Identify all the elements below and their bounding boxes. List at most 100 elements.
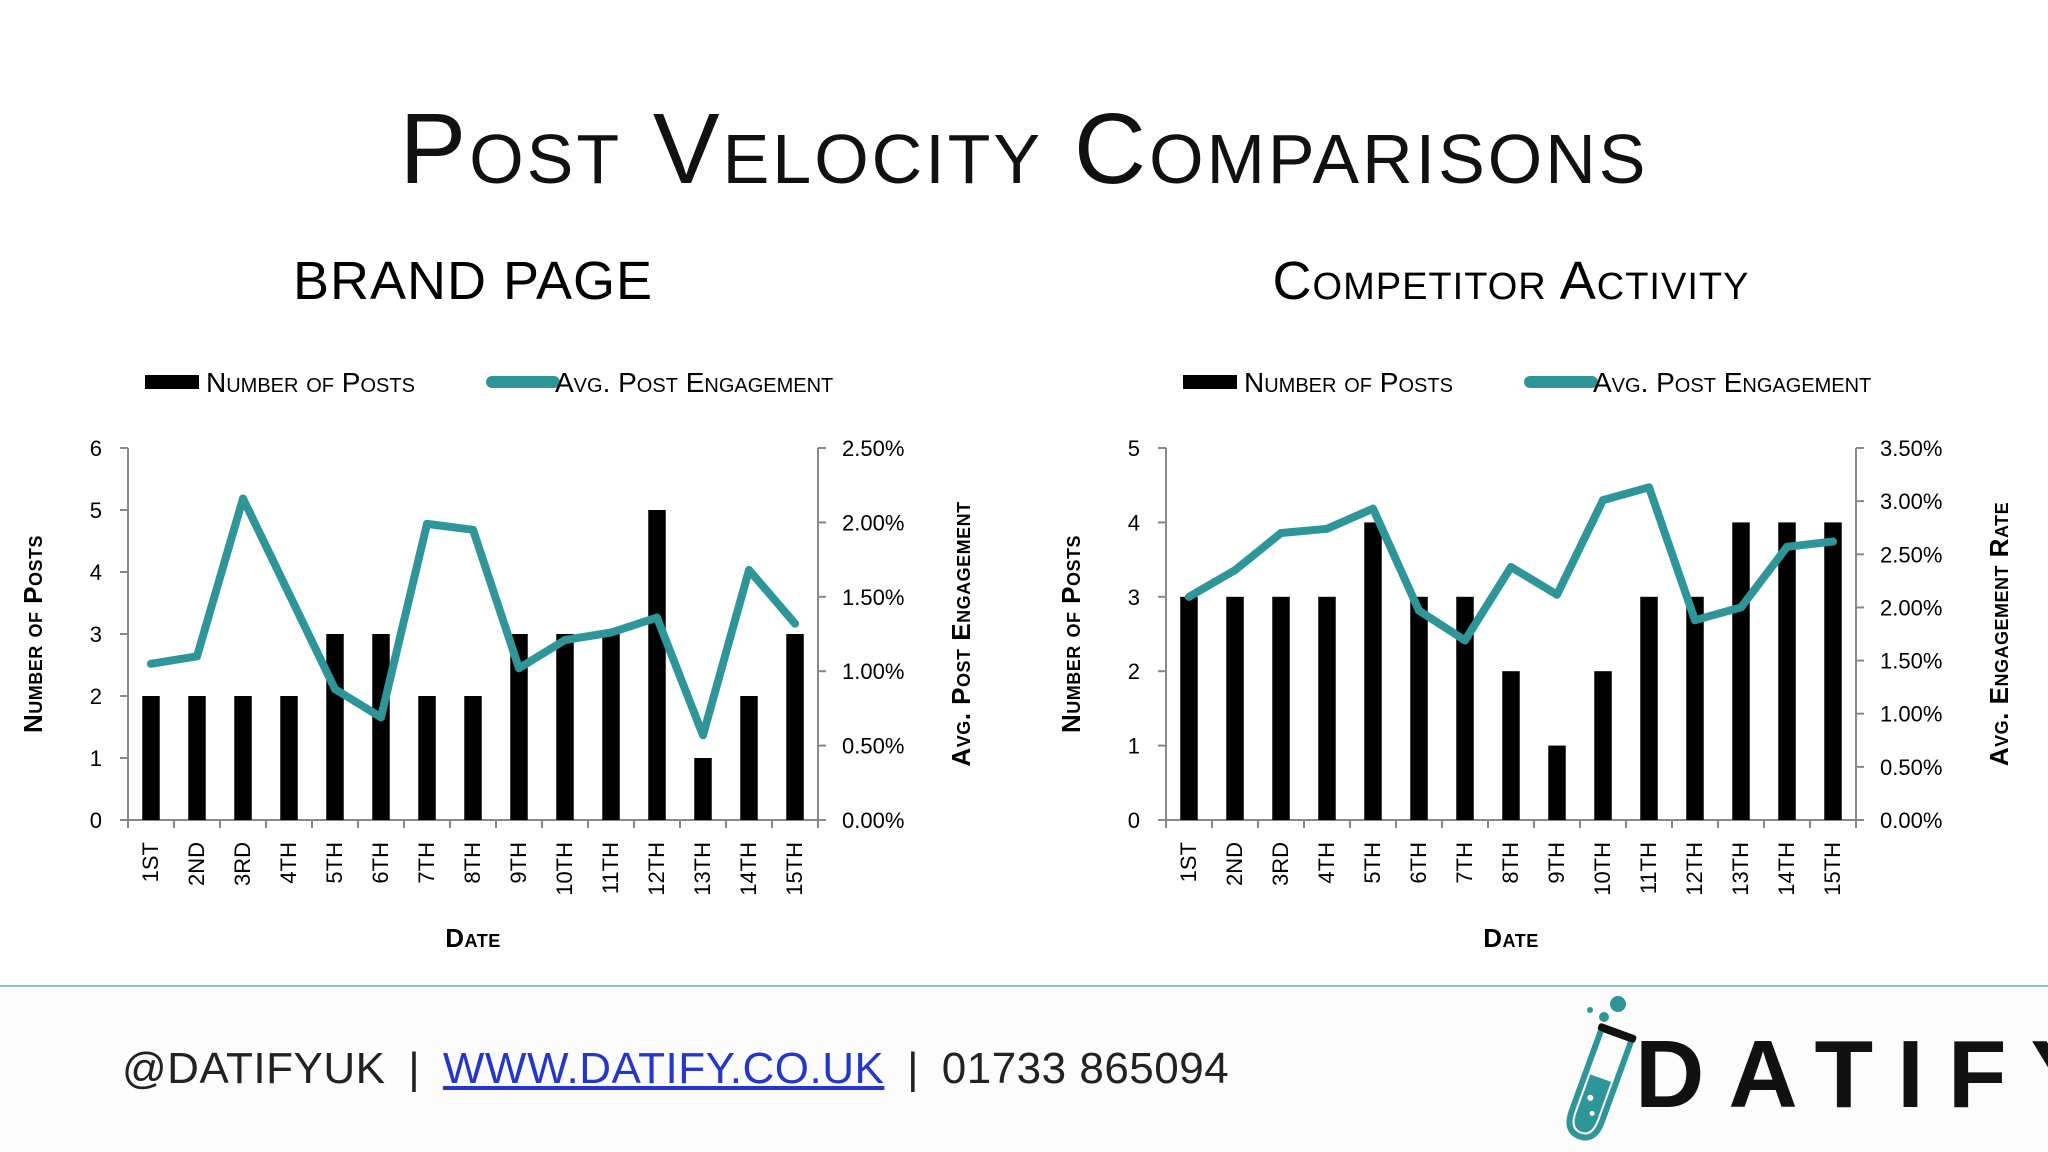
x-tick-label: 5TH (322, 842, 347, 884)
x-tick-label: 9TH (506, 842, 531, 884)
y2-tick-label: 0.50% (842, 734, 904, 759)
x-tick-label: 6TH (1406, 842, 1431, 884)
test-tube-icon (1566, 996, 1637, 1141)
x-tick-label: 1ST (138, 842, 163, 882)
x-tick-label: 7TH (414, 842, 439, 884)
x-tick-label: 8TH (1498, 842, 1523, 884)
footer (0, 987, 2048, 1152)
bar (1364, 522, 1382, 820)
line-point (1691, 616, 1699, 625)
y-tick-label: 6 (90, 436, 102, 461)
bar (1594, 671, 1612, 820)
chart-title: BRAND PAGE (293, 255, 653, 311)
y2-tick-label: 1.50% (1880, 649, 1942, 674)
bar (188, 696, 206, 820)
y2-tick-label: 2.50% (1880, 542, 1942, 567)
y-tick-label: 3 (90, 622, 102, 647)
x-tick-label: 2ND (184, 842, 209, 886)
website-link[interactable]: WWW.DATIFY.CO.UK (442, 1044, 885, 1093)
bar (1732, 522, 1750, 820)
bar (234, 696, 252, 820)
line-point (653, 613, 661, 622)
bar (1502, 671, 1520, 820)
x-tick-label: 13TH (1728, 842, 1753, 896)
bar (1548, 745, 1566, 820)
bar (1686, 596, 1704, 820)
line-point (699, 731, 707, 740)
chart-title: Competitor Activity (1273, 255, 1750, 311)
bar (1226, 596, 1244, 820)
x-axis-title: Date (445, 923, 500, 953)
contact-info: @DATIFYUK | WWW.DATIFY.CO.UK | 01733 865… (122, 1044, 1229, 1094)
x-tick-label: 8TH (460, 842, 485, 884)
chart-svg: Competitor Activity Number of Posts Avg. P… (1058, 255, 2014, 953)
datify-logo: DATIFY (1540, 990, 2048, 1150)
line-point (1829, 537, 1837, 546)
y-axis-title: Number of Posts (20, 535, 48, 733)
bar (1640, 596, 1658, 820)
legend-label-bars: Number of Posts (1244, 367, 1453, 398)
line-point (1323, 524, 1331, 533)
y2-tick-label: 2.00% (842, 510, 904, 535)
line-point (193, 652, 201, 661)
x-tick-label: 7TH (1452, 842, 1477, 884)
y2-tick-label: 1.00% (1880, 702, 1942, 727)
x-tick-label: 11TH (598, 842, 623, 894)
bar (648, 510, 666, 820)
x-tick-label: 13TH (690, 842, 715, 896)
y-tick-label: 5 (1128, 436, 1140, 461)
footer-divider (0, 985, 2048, 987)
line-point (147, 659, 155, 668)
x-tick-label: 10TH (552, 842, 577, 896)
legend-swatch-bars (1183, 375, 1237, 389)
y-tick-label: 0 (1128, 808, 1140, 833)
chart-svg: BRAND PAGE Number of Posts Avg. Post Engag… (20, 255, 976, 953)
bar (1410, 596, 1428, 820)
x-tick-label: 14TH (736, 842, 761, 896)
line-point (423, 519, 431, 528)
bar (740, 696, 758, 820)
x-tick-label: 10TH (1590, 842, 1615, 896)
twitter-handle: @DATIFYUK (122, 1044, 386, 1093)
x-tick-label: 5TH (1360, 842, 1385, 884)
bar (1318, 596, 1336, 820)
x-tick-label: 2ND (1222, 842, 1247, 886)
bar (464, 696, 482, 820)
line-point (561, 635, 569, 644)
line-point (239, 494, 247, 503)
separator: | (907, 1044, 920, 1093)
y-tick-label: 0 (90, 808, 102, 833)
legend-swatch-bars (145, 375, 199, 389)
legend-label-bars: Number of Posts (206, 367, 415, 398)
y2-tick-label: 1.00% (842, 659, 904, 684)
x-tick-label: 15TH (782, 842, 807, 896)
bar (1456, 596, 1474, 820)
x-tick-label: 4TH (276, 842, 301, 884)
line-point (1645, 483, 1653, 492)
y-tick-label: 4 (90, 560, 102, 585)
y-tick-label: 1 (90, 746, 102, 771)
y-axis-title: Number of Posts (1058, 535, 1086, 733)
y2-axis-title: Avg. Engagement Rate (1984, 502, 2014, 766)
y2-tick-label: 2.00% (1880, 595, 1942, 620)
bar (1778, 522, 1796, 820)
y2-tick-label: 0.00% (1880, 808, 1942, 833)
x-tick-label: 12TH (1682, 842, 1707, 896)
bar (142, 696, 160, 820)
bar (280, 696, 298, 820)
bar (418, 696, 436, 820)
bar (556, 634, 574, 820)
y-tick-label: 2 (1128, 659, 1140, 684)
x-tick-label: 15TH (1820, 842, 1845, 896)
y2-tick-label: 0.00% (842, 808, 904, 833)
line-point (1737, 603, 1745, 612)
competitor-activity-chart: Competitor Activity Number of Posts Avg. P… (1058, 255, 2048, 975)
legend-label-line: Avg. Post Engagement (555, 367, 833, 398)
x-tick-label: 11TH (1636, 842, 1661, 894)
y2-axis-title: Avg. Post Engagement (946, 501, 976, 766)
y2-tick-label: 2.50% (842, 436, 904, 461)
line-point (331, 685, 339, 694)
x-tick-label: 6TH (368, 842, 393, 884)
line-point (1415, 606, 1423, 615)
x-tick-label: 9TH (1544, 842, 1569, 884)
